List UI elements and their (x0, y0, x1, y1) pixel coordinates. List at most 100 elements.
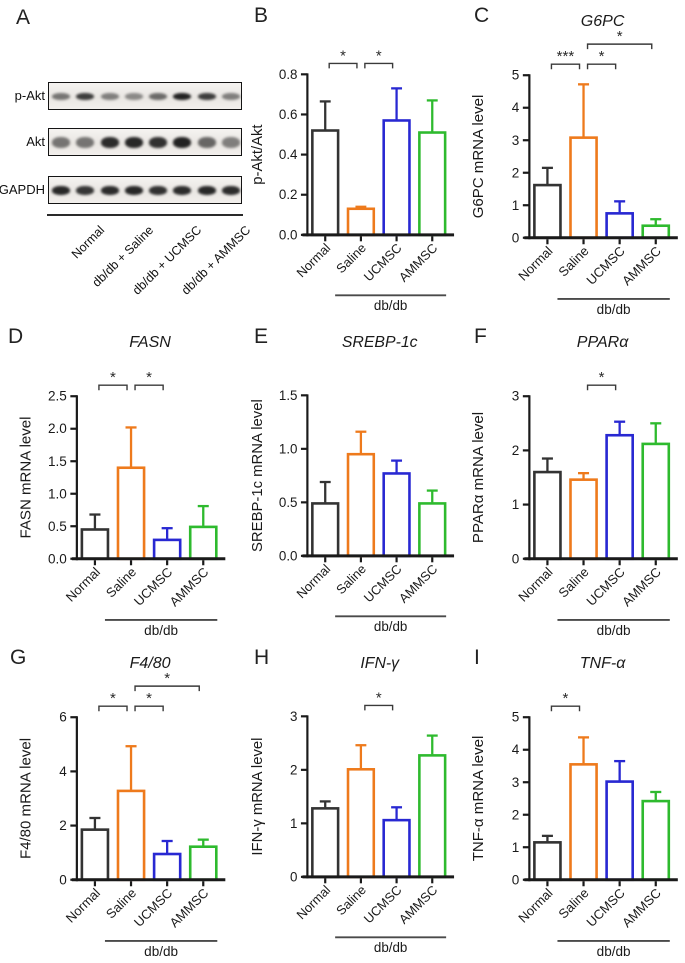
blot-strip (48, 128, 242, 156)
significance-label: * (164, 670, 170, 687)
lane-group-line (144, 214, 195, 216)
y-tick-label: 0.6 (279, 107, 298, 122)
significance-bracket (586, 63, 617, 70)
group-label: db/db (374, 298, 407, 313)
blot-band (100, 92, 119, 100)
y-tick-label: 0 (512, 551, 520, 566)
panel-g: G F4/80 0 2 4 6 F4/80 mRNA level Normal Saline U… (0, 642, 240, 963)
significance-bracket (134, 384, 164, 391)
significance-label: * (146, 369, 152, 386)
chart-title: IFN-γ (360, 655, 400, 672)
significance-bracket (586, 43, 653, 50)
bar-ammsc (641, 224, 671, 240)
y-tick-label: 0.0 (48, 551, 67, 566)
blot-band (149, 136, 168, 148)
y-tick-label: 0.4 (279, 147, 298, 162)
chart-title: FASN (129, 333, 171, 351)
y-axis-label: FASN mRNA level (18, 417, 35, 539)
significance-bracket (550, 63, 581, 70)
lane-group-line (95, 214, 146, 216)
y-tick-label: 2.5 (48, 389, 67, 404)
chart-fasn: FASN 0.0 0.5 1.0 1.5 2.0 2.5 FASN mRNA level Nor… (18, 333, 226, 638)
blot-band (124, 92, 143, 100)
y-tick-label: 0.5 (279, 495, 298, 510)
panel-c: C G6PC 0 1 2 3 4 5 G6PC mRNA level Normal Saline U… (460, 0, 685, 321)
y-tick-label: 2 (59, 818, 67, 833)
blot-row-label: p-Akt (14, 88, 45, 103)
western-blot: p-Akt Akt GAPDH Normal db/db + Saline db/db +… (0, 0, 253, 321)
y-tick-label: 1.0 (48, 486, 67, 501)
blot-band (197, 136, 216, 148)
y-tick-label: 2 (512, 165, 520, 180)
y-tick-label: 1 (512, 497, 520, 512)
panel-c-label: C (474, 4, 490, 27)
bar-normal (311, 807, 340, 879)
bar-ammsc (641, 442, 671, 561)
y-axis-label: F4/80 mRNA level (18, 738, 35, 859)
blot-row-label: GAPDH (0, 182, 45, 197)
x-category-label: Normal (293, 561, 333, 601)
y-tick-label: 2 (290, 762, 297, 777)
bar-saline (346, 452, 376, 558)
x-category-label: Normal (293, 882, 333, 922)
significance-bracket (550, 705, 581, 712)
bar-normal (533, 470, 562, 561)
x-category-label: AMMSC (619, 885, 664, 930)
y-axis-label: PPARα mRNA level (470, 412, 487, 543)
y-tick-label: 0 (512, 872, 520, 887)
blot-band (100, 185, 119, 195)
y-tick-label: 1.5 (48, 454, 67, 469)
bar-saline (569, 136, 598, 240)
group-label: db/db (144, 623, 178, 638)
significance-label: * (376, 48, 382, 64)
bar-normal (311, 129, 340, 237)
x-category-label: Normal (63, 885, 103, 925)
x-category-label: AMMSC (396, 240, 441, 285)
blot-band (221, 185, 240, 195)
x-category-label: Normal (515, 243, 555, 283)
bar-ammsc (188, 525, 218, 561)
y-tick-label: 3 (512, 389, 520, 404)
blot-band (173, 92, 192, 100)
group-label: db/db (597, 944, 631, 959)
y-tick-label: 0.8 (279, 67, 298, 82)
bar-saline (116, 789, 146, 882)
y-axis-label: SREBP-1c mRNA level (250, 399, 266, 552)
lane-group-label: Normal (68, 223, 108, 262)
significance-label: * (599, 369, 605, 386)
panel-h-label: H (254, 646, 270, 669)
blot-band (173, 136, 192, 148)
blot-strip (48, 82, 242, 110)
bar-saline (569, 478, 598, 561)
x-category-label: AMMSC (396, 882, 441, 927)
panel-e-label: E (254, 325, 269, 348)
y-axis-label: IFN-γ mRNA level (250, 738, 266, 856)
panel-a: A p-Akt Akt GAPDH Normal db/db + Saline db/db… (0, 0, 253, 321)
y-tick-label: 4 (59, 764, 67, 779)
significance-label: * (563, 690, 569, 707)
bar-normal (533, 841, 562, 882)
bar-normal (80, 828, 110, 882)
panel-f-label: F (474, 325, 488, 348)
blot-band (124, 136, 143, 148)
blot-band (76, 185, 95, 195)
y-tick-label: 5 (512, 68, 520, 83)
y-tick-label: 1.5 (279, 388, 298, 403)
significance-bracket (98, 384, 128, 391)
blot-strip (48, 176, 242, 204)
significance-label: *** (557, 48, 575, 65)
x-category-label: AMMSC (396, 561, 441, 606)
y-tick-label: 2 (512, 807, 520, 822)
blot-band (197, 185, 216, 195)
bar-saline (346, 768, 376, 879)
bar-saline (116, 466, 146, 561)
panel-g-label: G (10, 646, 27, 669)
x-category-label: Normal (515, 564, 555, 604)
y-tick-label: 3 (512, 133, 520, 148)
panel-d-label: D (8, 325, 24, 348)
y-tick-label: 0 (59, 872, 67, 887)
y-tick-label: 4 (512, 100, 520, 115)
